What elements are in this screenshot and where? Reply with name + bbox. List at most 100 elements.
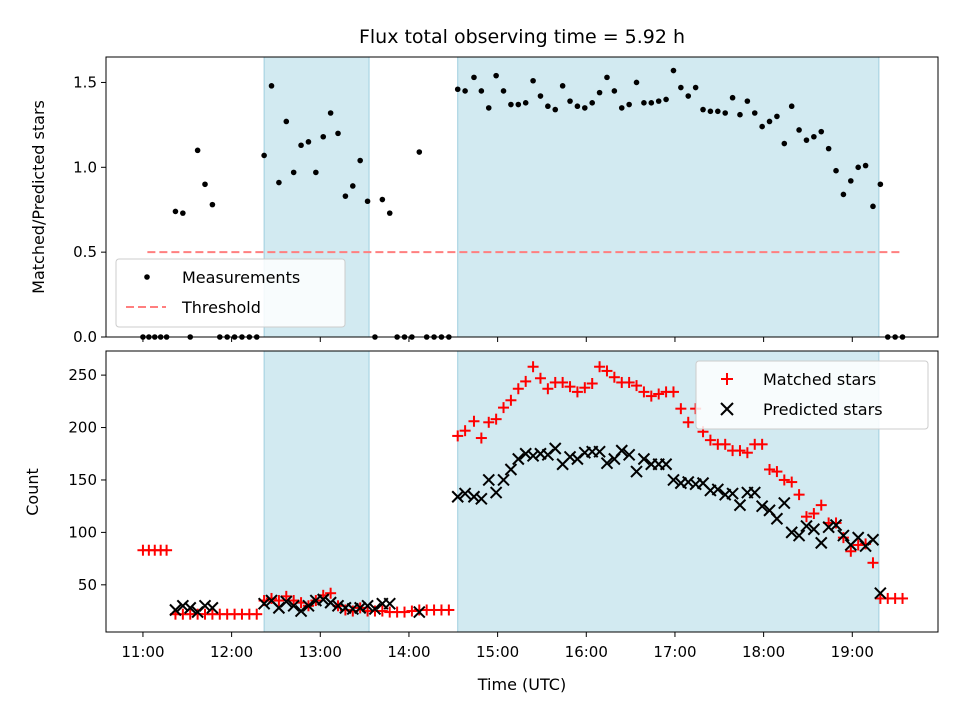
matched-star-point bbox=[808, 508, 820, 520]
matched-star-point bbox=[719, 438, 731, 450]
predicted-star-point bbox=[667, 473, 680, 487]
predicted-star-point bbox=[800, 519, 813, 533]
matched-star-point bbox=[534, 372, 546, 384]
x-tick-label: 16:00 bbox=[565, 643, 608, 661]
measurement-point bbox=[707, 108, 714, 115]
predicted-star-point bbox=[489, 486, 503, 499]
measurement-point bbox=[825, 145, 832, 152]
matched-star-point bbox=[778, 474, 790, 486]
matched-star-point bbox=[280, 590, 292, 602]
measurement-point bbox=[298, 142, 304, 149]
matched-star-point bbox=[667, 386, 679, 398]
measurement-point bbox=[611, 88, 618, 94]
predicted-star-point bbox=[785, 526, 798, 539]
matched-star-point bbox=[325, 587, 337, 599]
matched-star-point bbox=[793, 489, 805, 501]
measurement-point bbox=[582, 105, 588, 111]
predicted-star-point bbox=[287, 599, 300, 612]
predicted-star-point bbox=[755, 499, 769, 513]
bottom-axes-frame bbox=[105, 350, 939, 633]
bottom-legend: Matched stars Predicted stars bbox=[695, 360, 929, 430]
predicted-star-point bbox=[778, 496, 791, 510]
measurement-point bbox=[737, 111, 743, 118]
matched-star-point bbox=[512, 383, 524, 395]
predicted-star-point bbox=[874, 586, 887, 600]
matched-star-point bbox=[897, 592, 909, 604]
predicted-star-point bbox=[302, 599, 315, 612]
measurement-point bbox=[305, 139, 312, 145]
measurement-point bbox=[172, 208, 179, 215]
measurement-point bbox=[364, 198, 371, 205]
predicted-star-point bbox=[622, 448, 636, 462]
measurement-point bbox=[678, 84, 684, 91]
predicted-star-point bbox=[726, 487, 739, 500]
measurement-point bbox=[180, 210, 186, 216]
matched-star-point bbox=[704, 434, 716, 446]
matched-star-point bbox=[764, 463, 776, 475]
measurement-point bbox=[209, 201, 216, 208]
measurement-point bbox=[342, 193, 349, 199]
measurement-point bbox=[379, 196, 386, 203]
top-chart-title: Flux total observing time = 5.92 h bbox=[359, 26, 685, 48]
bottom-x-ticks: 11:00 12:00 13:00 14:00 15:00 16:00 17:00 18:00… bbox=[121, 632, 874, 661]
measurement-point bbox=[604, 74, 610, 81]
measurement-point bbox=[261, 152, 267, 159]
bottom-x-axis-label: Time (UTC) bbox=[477, 675, 566, 694]
predicted-star-point bbox=[176, 599, 190, 612]
matched-star-point bbox=[459, 425, 471, 437]
predicted-star-point bbox=[467, 490, 481, 503]
predicted-star-point bbox=[169, 603, 182, 617]
measurement-point bbox=[276, 179, 282, 186]
bottom-predicted-points bbox=[169, 442, 887, 619]
predicted-star-point bbox=[317, 593, 330, 606]
matched-star-point bbox=[867, 557, 879, 569]
matched-star-point bbox=[645, 390, 657, 402]
matched-star-point bbox=[638, 386, 650, 398]
measurement-point bbox=[530, 77, 536, 84]
predicted-star-point bbox=[368, 602, 382, 616]
predicted-star-point bbox=[413, 605, 426, 619]
matched-star-point bbox=[498, 402, 510, 414]
predicted-star-point bbox=[482, 473, 495, 487]
measurement-point bbox=[559, 83, 566, 89]
measurement-point bbox=[589, 100, 595, 106]
predicted-star-point bbox=[353, 601, 367, 615]
matched-star-point bbox=[527, 361, 539, 373]
measurement-point bbox=[751, 110, 758, 116]
matched-star-point bbox=[682, 416, 694, 428]
matched-star-point bbox=[845, 545, 857, 557]
matched-star-point bbox=[741, 447, 753, 459]
matched-star-point bbox=[161, 544, 173, 556]
matched-star-point bbox=[542, 383, 554, 395]
predicted-star-point bbox=[280, 595, 293, 608]
predicted-star-point bbox=[822, 520, 835, 534]
bottom-legend-box bbox=[695, 360, 929, 430]
measurement-point bbox=[508, 101, 514, 108]
measurement-point bbox=[715, 108, 721, 115]
matched-star-point bbox=[406, 605, 418, 617]
measurement-point bbox=[877, 181, 884, 188]
predicted-star-point bbox=[637, 452, 651, 466]
measurement-point bbox=[335, 130, 341, 137]
predicted-star-point bbox=[184, 601, 197, 615]
predicted-star-point bbox=[792, 529, 806, 542]
measurement-point bbox=[833, 167, 839, 174]
matched-star-point bbox=[771, 466, 783, 478]
measurement-point bbox=[648, 100, 655, 106]
matched-star-point bbox=[251, 608, 263, 620]
measurement-point bbox=[357, 157, 363, 164]
measurement-point bbox=[574, 103, 581, 110]
top-y-ticks: 0.0 0.5 1.0 1.5 bbox=[73, 73, 106, 346]
predicted-star-point bbox=[600, 456, 614, 470]
predicted-star-point bbox=[198, 599, 212, 612]
measurement-point bbox=[537, 93, 544, 99]
measurement-point bbox=[788, 103, 795, 110]
y-tick-label: 250 bbox=[68, 366, 97, 384]
x-tick-label: 15:00 bbox=[476, 643, 519, 661]
x-tick-label: 14:00 bbox=[387, 643, 430, 661]
x-tick-label: 18:00 bbox=[742, 643, 785, 661]
matched-star-point bbox=[756, 438, 768, 450]
measurement-point bbox=[670, 67, 677, 74]
measurement-point bbox=[803, 137, 810, 143]
measurement-point bbox=[855, 164, 861, 171]
